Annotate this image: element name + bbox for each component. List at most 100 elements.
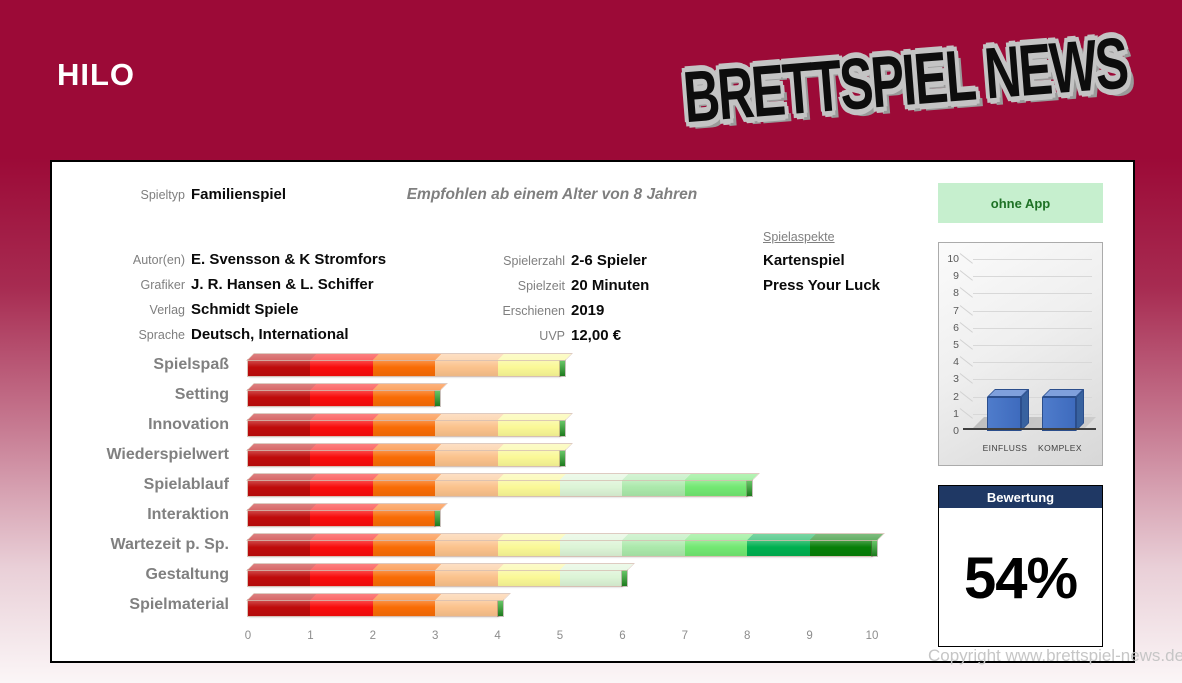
gridline-bend bbox=[959, 304, 973, 316]
age-recommendation: Empfohlen ab einem Alter von 8 Jahren bbox=[406, 186, 698, 203]
bar-segment bbox=[310, 540, 373, 556]
bar-segment bbox=[372, 420, 436, 436]
y-axis-tick-label: 2 bbox=[953, 390, 959, 403]
y-axis-tick-label: 8 bbox=[953, 287, 959, 300]
bar-track bbox=[248, 472, 888, 498]
bar-end-cap bbox=[435, 510, 441, 526]
bar-track bbox=[248, 562, 888, 588]
axis-tick-label: 7 bbox=[681, 630, 688, 642]
bar-end-cap bbox=[872, 540, 877, 556]
gridline bbox=[973, 362, 1092, 364]
axis-tick-label: 9 bbox=[806, 630, 813, 642]
x-axis-tick-labels: 0 1 2 3 4 5 6 7 8 9 10 bbox=[52, 630, 937, 646]
y-axis-tick-label: 10 bbox=[947, 253, 959, 265]
axis-tick-label: 0 bbox=[244, 630, 252, 642]
bar-end-cap bbox=[435, 390, 441, 406]
bar-segment bbox=[310, 360, 373, 376]
bar-row: Setting bbox=[52, 380, 937, 410]
axis-tick-label: 10 bbox=[865, 630, 879, 642]
gridline-bend bbox=[959, 407, 973, 419]
gridline-bend bbox=[959, 356, 973, 367]
bar-row: Gestaltung bbox=[52, 560, 937, 590]
axis-tick-label: 4 bbox=[494, 630, 501, 642]
bar-segment bbox=[248, 600, 311, 616]
grafiker-value: J. R. Hansen & L. Schiffer bbox=[191, 276, 374, 293]
bar-segment bbox=[497, 540, 560, 556]
gridline bbox=[973, 310, 1092, 312]
bar-segment bbox=[560, 570, 623, 586]
bar-segment bbox=[435, 450, 498, 466]
bar-segment bbox=[248, 540, 311, 556]
bar-segment bbox=[248, 570, 311, 586]
bar-row: Spielspaß bbox=[52, 350, 937, 380]
bar-segment bbox=[497, 480, 560, 496]
bar-segment bbox=[497, 360, 560, 376]
y-axis-tick-label: 4 bbox=[953, 356, 959, 369]
bar-segment bbox=[560, 540, 623, 556]
verlag-label: Verlag bbox=[149, 303, 185, 317]
bar-segment bbox=[248, 510, 311, 526]
aspect-item: Kartenspiel bbox=[763, 252, 845, 269]
bar-segment bbox=[809, 540, 872, 556]
bar-segment bbox=[310, 570, 373, 586]
review-card: Spieltyp Familienspiel Empfohlen ab eine… bbox=[50, 160, 1135, 663]
bar-segment bbox=[248, 360, 311, 376]
bar-top-face bbox=[248, 354, 571, 360]
y-axis-tick-label: 1 bbox=[953, 407, 959, 420]
axis-tick-label: 3 bbox=[431, 630, 439, 642]
bar-segment bbox=[310, 480, 373, 496]
y-axis-tick-label: 3 bbox=[953, 373, 959, 386]
axis-tick-label: 5 bbox=[556, 630, 564, 642]
brand-logo: BRETTSPIEL NEWS bbox=[680, 21, 1130, 138]
sprache-label: Sprache bbox=[138, 328, 185, 342]
bar-segment bbox=[497, 450, 560, 466]
copyright-text: Copyright www.brettspiel-news.de bbox=[928, 646, 1182, 665]
app-badge: ohne App bbox=[938, 183, 1103, 223]
bar-track bbox=[248, 412, 888, 438]
bar-category-label: Spielspaß bbox=[153, 356, 229, 373]
bar-top-face bbox=[248, 474, 759, 480]
uvp-value: 12,00 € bbox=[571, 327, 622, 344]
bar-end-cap bbox=[560, 450, 565, 466]
bar-segment bbox=[372, 480, 436, 496]
gridline bbox=[973, 413, 1092, 415]
column-3d bbox=[1042, 388, 1084, 431]
spielaspekte-label: Spielaspekte bbox=[763, 230, 835, 244]
bar-segment bbox=[372, 540, 436, 556]
bar-top-face bbox=[248, 384, 447, 390]
bar-end-cap bbox=[497, 600, 503, 616]
bar-track bbox=[248, 352, 888, 378]
rating-bar bbox=[248, 594, 509, 616]
bar-category-label: Spielmaterial bbox=[129, 596, 229, 613]
erschienen-label: Erschienen bbox=[502, 304, 565, 318]
gridline-bend bbox=[959, 270, 973, 281]
gridline bbox=[973, 259, 1092, 260]
bar-segment bbox=[372, 570, 436, 586]
grafiker-label: Grafiker bbox=[140, 278, 185, 292]
rating-bar bbox=[248, 564, 634, 586]
sprache-value: Deutsch, International bbox=[191, 326, 349, 343]
gridline bbox=[973, 345, 1092, 346]
bar-row: Spielmaterial bbox=[52, 590, 937, 620]
spieltyp-value: Familienspiel bbox=[191, 186, 287, 203]
axis-tick-label: 2 bbox=[369, 630, 376, 642]
bar-end-cap bbox=[560, 420, 565, 436]
rating-value: 54% bbox=[963, 545, 1078, 611]
bar-end-cap bbox=[622, 570, 628, 586]
gridline bbox=[973, 327, 1092, 329]
bar-segment bbox=[372, 600, 436, 616]
autoren-label: Autor(en) bbox=[132, 253, 185, 267]
bar-segment bbox=[497, 570, 560, 586]
column-category-label: KOMPLEX bbox=[1038, 443, 1082, 453]
column-front-face bbox=[1042, 396, 1076, 431]
bar-segment bbox=[248, 420, 311, 436]
bar-segment bbox=[372, 510, 436, 526]
gridline bbox=[973, 276, 1092, 278]
bar-track bbox=[248, 442, 888, 468]
page-title: HILO bbox=[57, 57, 136, 92]
verlag-value: Schmidt Spiele bbox=[191, 301, 299, 318]
gridline-bend bbox=[959, 321, 973, 333]
bar-segment bbox=[435, 360, 498, 376]
bar-track bbox=[248, 382, 888, 408]
